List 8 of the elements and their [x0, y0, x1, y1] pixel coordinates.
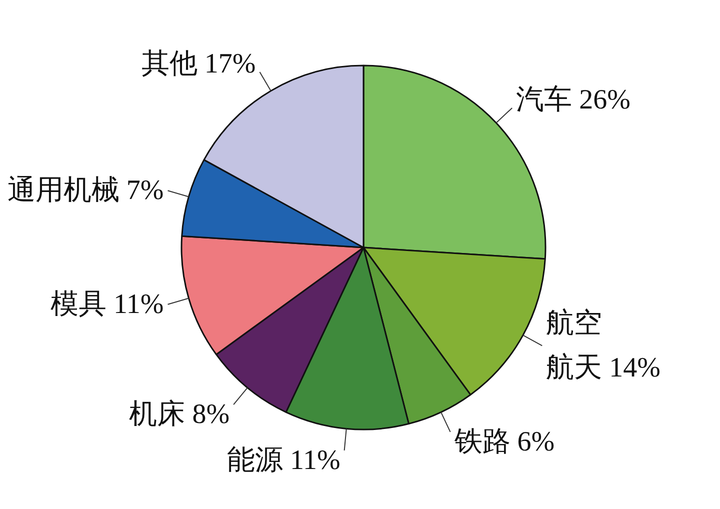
slice-label: 航空航天 14%	[546, 308, 660, 384]
slice-label: 能源 11%	[227, 444, 340, 476]
slice-label: 铁路 6%	[453, 426, 555, 458]
slice-label: 机床 8%	[129, 399, 230, 430]
slice-label: 其他 17%	[141, 48, 256, 80]
slice-label: 汽车 26%	[516, 84, 630, 116]
slice-label: 通用机械 7%	[7, 175, 164, 206]
slice-label: 模具 11%	[50, 288, 164, 320]
